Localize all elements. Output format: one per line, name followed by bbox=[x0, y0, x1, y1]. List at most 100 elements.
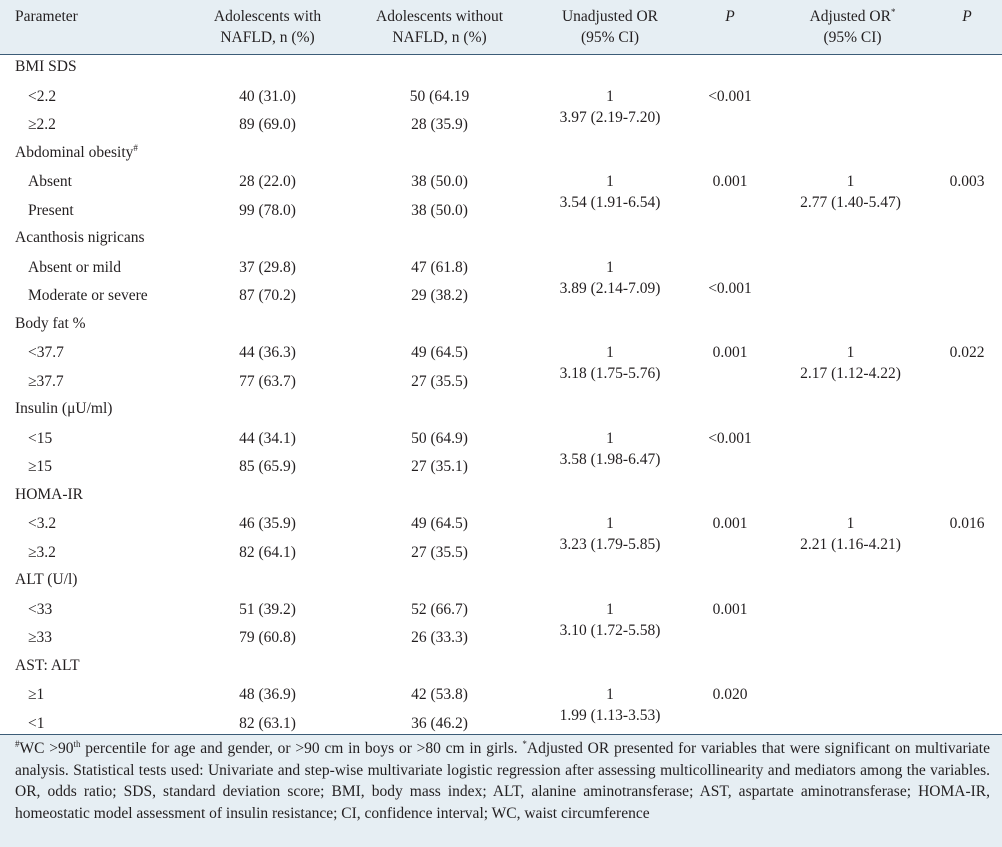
cell-without-nafld: 28 (35.9) bbox=[411, 116, 468, 133]
group-label-text: BMI SDS bbox=[15, 58, 77, 75]
group-label-text: ALT (U/l) bbox=[15, 571, 78, 588]
cell-unadjusted-or-reference: 1 bbox=[606, 173, 614, 190]
group-label-text: Body fat % bbox=[15, 314, 86, 332]
group-label: BMI SDS bbox=[15, 56, 77, 77]
row-category-label: Absent or mild bbox=[28, 258, 121, 276]
cell-unadjusted-or-reference: 1 bbox=[606, 429, 614, 447]
header-with-nafld-line2: NAFLD, n (%) bbox=[220, 29, 315, 46]
cell-without-nafld: 49 (64.5) bbox=[411, 344, 468, 361]
header-p-value: P bbox=[725, 8, 735, 25]
cell-with-nafld: 79 (60.8) bbox=[239, 629, 296, 646]
cell-with-nafld: 44 (36.3) bbox=[239, 344, 296, 361]
table-body bbox=[0, 55, 1002, 733]
group-label: Insulin (μU/ml) bbox=[15, 398, 112, 419]
cell-with-nafld: 87 (70.2) bbox=[239, 287, 296, 304]
cell-unadjusted-or-value: 3.54 (1.91-6.54) bbox=[559, 194, 661, 211]
cell-unadjusted-or-value: 3.18 (1.75-5.76) bbox=[559, 365, 661, 382]
cell-without-nafld: 38 (50.0) bbox=[411, 201, 468, 219]
cell-unadjusted-or-value: 3.89 (2.14-7.09) bbox=[559, 279, 661, 297]
cell-p-value: <0.001 bbox=[708, 279, 752, 297]
cell-unadjusted-or-reference: 1 bbox=[606, 600, 614, 618]
header-without-nafld: Adolescents without NAFLD, n (%) bbox=[357, 6, 522, 48]
row-category-label: ≥37.7 bbox=[28, 372, 64, 390]
cell-unadjusted-or-reference: 1 bbox=[606, 686, 614, 703]
cell-unadjusted-or-reference: 1 bbox=[606, 87, 614, 105]
footnote-mark: # bbox=[133, 142, 138, 153]
cell-with-nafld: 82 (63.1) bbox=[239, 714, 296, 732]
cell-unadjusted-or-value: 1.99 (1.13-3.53) bbox=[559, 707, 661, 724]
header-with-nafld-line1: Adolescents with bbox=[213, 8, 322, 25]
row-category-label: ≥1 bbox=[28, 686, 45, 703]
header-with-nafld: Adolescents with NAFLD, n (%) bbox=[195, 6, 340, 48]
row-category-label: <2.2 bbox=[28, 87, 57, 105]
group-label-text: AST: ALT bbox=[15, 656, 80, 674]
group-label: AST: ALT bbox=[15, 655, 80, 676]
row-category-label: ≥33 bbox=[28, 629, 53, 646]
cell-without-nafld: 27 (35.5) bbox=[411, 543, 468, 561]
cell-with-nafld: 44 (34.1) bbox=[239, 429, 296, 447]
header-unadjusted-or-line2: (95% CI) bbox=[580, 29, 640, 46]
cell-without-nafld: 52 (66.7) bbox=[411, 600, 468, 618]
cell-unadjusted-or-reference: 1 bbox=[606, 258, 614, 276]
cell-without-nafld: 27 (35.1) bbox=[411, 458, 468, 475]
cell-p-value: 0.020 bbox=[712, 686, 748, 703]
cell-without-nafld: 27 (35.5) bbox=[411, 372, 468, 390]
cell-without-nafld: 50 (64.9) bbox=[411, 429, 468, 447]
group-label-text: HOMA-IR bbox=[15, 485, 84, 503]
row-category-label: Absent bbox=[28, 173, 72, 190]
group-label-text: Abdominal obesity bbox=[15, 143, 134, 161]
row-category-label: <37.7 bbox=[28, 344, 64, 361]
cell-adjusted-or-value: 2.21 (1.16-4.21) bbox=[800, 536, 901, 553]
cell-unadjusted-or-value: 3.58 (1.98-6.47) bbox=[559, 450, 661, 468]
cell-with-nafld: 85 (65.9) bbox=[239, 458, 296, 475]
row-category-label: ≥2.2 bbox=[28, 116, 56, 133]
header-without-nafld-line1: Adolescents without bbox=[376, 8, 503, 25]
cell-unadjusted-or-value: 3.10 (1.72-5.58) bbox=[559, 621, 661, 639]
group-label: Body fat % bbox=[15, 313, 86, 334]
cell-adjusted-or-reference: 1 bbox=[846, 344, 855, 361]
cell-adjusted-or-reference: 1 bbox=[846, 173, 855, 190]
cell-adjusted-or-reference: 1 bbox=[846, 515, 855, 532]
cell-p-value: 0.001 bbox=[712, 344, 748, 361]
cell-with-nafld: 48 (36.9) bbox=[239, 686, 296, 703]
footnote-text: #WC >90th percentile for age and gender,… bbox=[15, 738, 990, 824]
cell-without-nafld: 26 (33.3) bbox=[411, 629, 468, 646]
table-footnote-area bbox=[0, 734, 1002, 847]
cell-p-value: 0.001 bbox=[712, 515, 748, 532]
cell-unadjusted-or-reference: 1 bbox=[606, 515, 614, 532]
cell-without-nafld: 49 (64.5) bbox=[411, 515, 468, 532]
group-label: Acanthosis nigricans bbox=[15, 227, 145, 248]
header-parameter: Parameter bbox=[15, 8, 78, 25]
header-without-nafld-line2: NAFLD, n (%) bbox=[392, 29, 487, 46]
cell-p-value-adjusted: 0.003 bbox=[949, 173, 985, 190]
cell-without-nafld: 42 (53.8) bbox=[411, 686, 468, 703]
cell-p-value: 0.001 bbox=[712, 600, 748, 618]
group-label: HOMA-IR bbox=[15, 484, 83, 505]
group-label: ALT (U/l) bbox=[15, 569, 77, 590]
header-adjusted-or-line1: Adjusted OR* bbox=[809, 6, 896, 25]
cell-adjusted-or-value: 2.77 (1.40-5.47) bbox=[800, 194, 901, 211]
cell-with-nafld: 28 (22.0) bbox=[239, 173, 296, 190]
header-p-value-adjusted: P bbox=[962, 8, 972, 25]
row-category-label: <3.2 bbox=[28, 515, 57, 532]
cell-without-nafld: 50 (64.19 bbox=[409, 87, 470, 105]
group-label-text: Acanthosis nigricans bbox=[15, 229, 145, 246]
cell-with-nafld: 77 (63.7) bbox=[239, 372, 296, 390]
header-adjusted-or-line2: (95% CI) bbox=[823, 29, 882, 46]
table-header bbox=[0, 0, 1002, 55]
cell-p-value: <0.001 bbox=[708, 429, 752, 447]
cell-with-nafld: 40 (31.0) bbox=[239, 87, 296, 105]
cell-unadjusted-or-value: 3.97 (2.19-7.20) bbox=[559, 108, 661, 126]
row-category-label: ≥15 bbox=[28, 458, 53, 475]
group-label: Abdominal obesity# bbox=[15, 142, 138, 163]
cell-without-nafld: 36 (46.2) bbox=[411, 714, 468, 732]
cell-p-value: 0.001 bbox=[712, 173, 748, 190]
header-adjusted-or: Adjusted OR* (95% CI) bbox=[795, 6, 910, 48]
cell-p-value-adjusted: 0.016 bbox=[949, 515, 985, 532]
cell-with-nafld: 89 (69.0) bbox=[239, 116, 296, 133]
cell-without-nafld: 38 (50.0) bbox=[411, 173, 468, 190]
cell-p-value: <0.001 bbox=[708, 87, 752, 105]
row-category-label: Present bbox=[28, 201, 74, 219]
cell-with-nafld: 37 (29.8) bbox=[239, 258, 296, 276]
cell-with-nafld: 99 (78.0) bbox=[239, 201, 296, 219]
